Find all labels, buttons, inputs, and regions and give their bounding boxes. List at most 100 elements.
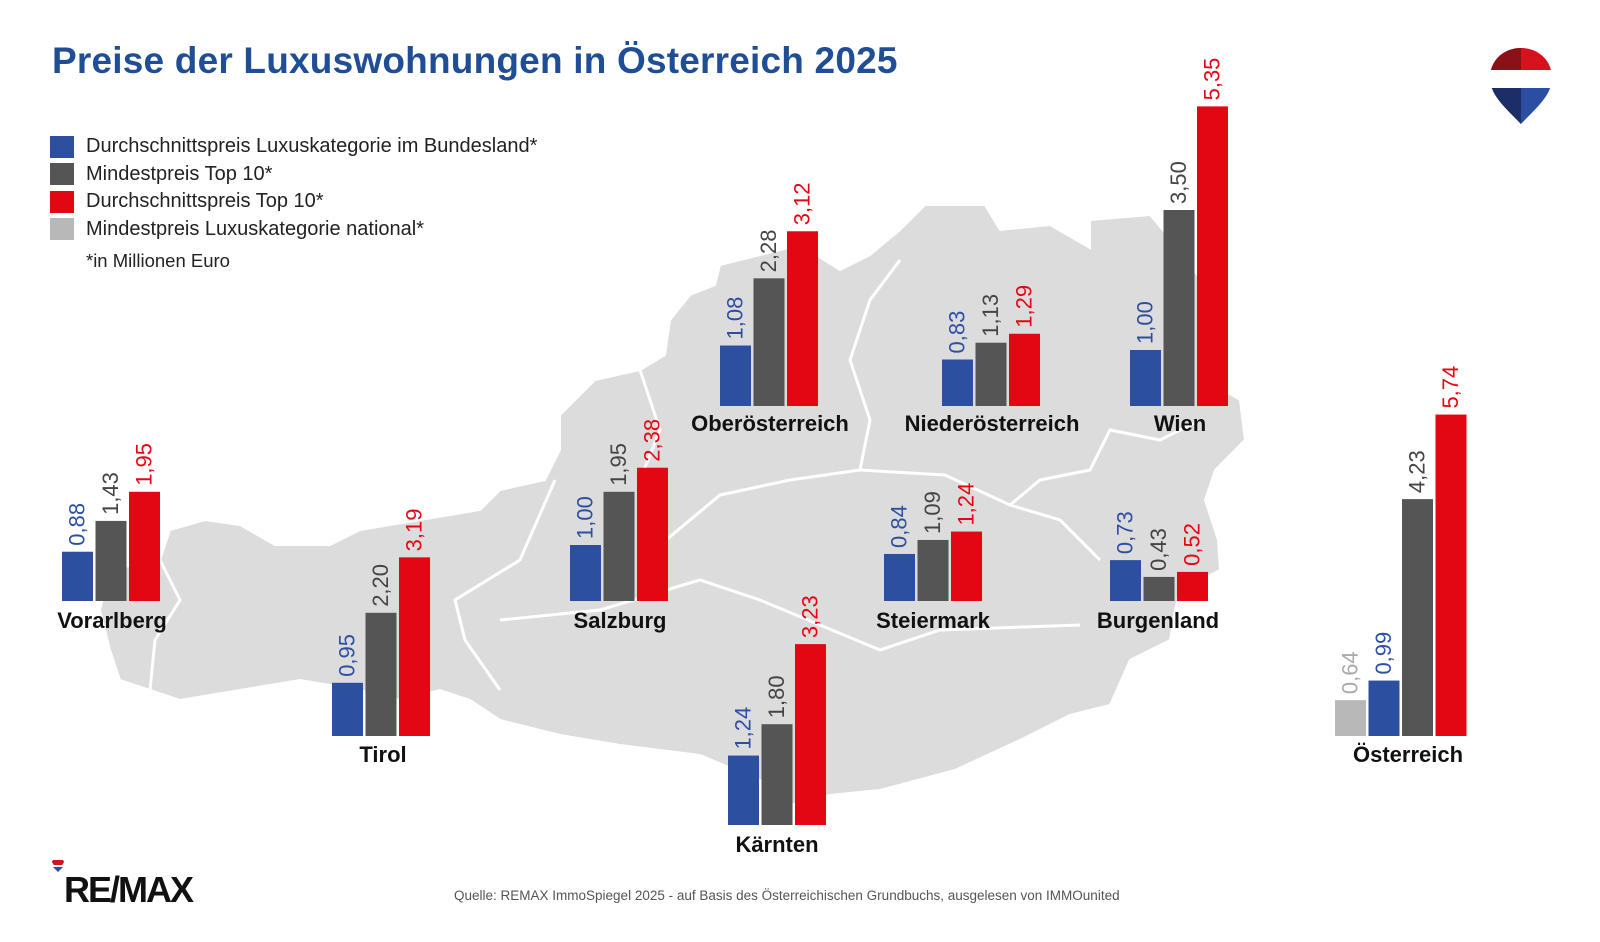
bar: [332, 682, 363, 736]
region-label: Steiermark: [876, 608, 991, 633]
bar-value-label: 2,28: [756, 229, 781, 272]
border-line: [659, 468, 1102, 562]
region-label: Wien: [1154, 411, 1206, 436]
legend-swatch: [50, 190, 74, 213]
bar-value-label: 0,64: [1338, 651, 1363, 694]
bar: [1130, 350, 1161, 406]
bar: [761, 724, 793, 825]
bar: [637, 467, 668, 601]
page-title: Preise der Luxuswohnungen in Österreich …: [52, 40, 898, 81]
bar: [942, 359, 973, 406]
bar-value-label: 1,00: [1133, 301, 1158, 344]
bar: [753, 278, 785, 406]
bar: [787, 231, 818, 406]
bar: [795, 644, 826, 825]
bar: [1143, 576, 1175, 601]
legend-label: Durchschnittspreis Top 10*: [86, 190, 324, 213]
region-label: Tirol: [359, 742, 406, 767]
region-bar-group: 0,95 2,20 3,19 Tirol: [332, 509, 430, 767]
region-label: Burgenland: [1097, 608, 1219, 633]
bar-value-label: 1,24: [954, 483, 979, 526]
bar-value-label: 1,43: [98, 472, 123, 515]
bar-value-label: 0,73: [1113, 511, 1138, 554]
bar-value-label: 1,95: [606, 443, 631, 486]
border-line: [1009, 418, 1201, 507]
bar: [1177, 571, 1208, 601]
region-bar-group: 0,83 1,13 1,29 Niederösterreich: [905, 285, 1080, 436]
source-note: Quelle: REMAX ImmoSpiegel 2025 - auf Bas…: [454, 888, 1120, 903]
legend-label: Mindestpreis Top 10*: [86, 162, 273, 185]
bar-value-label: 5,74: [1438, 366, 1463, 409]
bar: [1435, 414, 1467, 736]
bar: [884, 553, 915, 601]
region-label: Österreich: [1353, 742, 1463, 767]
bar: [1197, 106, 1228, 407]
bar-value-label: 5,35: [1200, 58, 1225, 101]
region-label: Kärnten: [735, 832, 818, 857]
bar: [975, 342, 1007, 406]
bar: [570, 545, 601, 601]
region-bar-group: 0,84 1,09 1,24 Steiermark: [876, 483, 991, 633]
legend-item: Durchschnittspreis Luxuskategorie im Bun…: [50, 133, 537, 161]
legend-item: Mindestpreis Luxuskategorie national*: [50, 216, 537, 244]
bar-value-label: 1,24: [731, 707, 756, 750]
bar: [95, 520, 127, 601]
bar-value-label: 1,29: [1012, 285, 1037, 328]
bar-value-label: 0,52: [1180, 523, 1205, 566]
unit-note: *in Millionen Euro: [86, 250, 230, 271]
border-line: [453, 479, 557, 691]
legend-label: Mindestpreis Luxuskategorie national*: [86, 217, 424, 240]
region-bar-group: 1,24 1,80 3,23 Kärnten: [728, 595, 826, 857]
remax-balloon-icon: [1488, 46, 1554, 126]
bar-value-label: 3,23: [798, 595, 823, 638]
bar-value-label: 1,09: [920, 491, 945, 534]
bar: [1335, 700, 1366, 736]
bar-value-label: 2,38: [640, 419, 665, 462]
bar-value-label: 3,19: [402, 509, 427, 552]
region-bar-group: 0,73 0,43 0,52 Burgenland: [1097, 511, 1219, 633]
bar: [1402, 499, 1433, 736]
region-bar-group: 1,00 1,95 2,38 Salzburg: [570, 419, 668, 633]
bar: [1009, 333, 1040, 406]
bar-value-label: 4,23: [1405, 450, 1430, 493]
legend: Durchschnittspreis Luxuskategorie im Bun…: [50, 133, 537, 272]
bar-value-label: 1,00: [573, 496, 598, 539]
legend-item: Durchschnittspreis Top 10*: [50, 188, 537, 216]
bar-value-label: 0,88: [65, 503, 90, 546]
bar-value-label: 1,95: [132, 443, 157, 486]
bar-value-label: 1,80: [764, 675, 789, 718]
region-label: Oberösterreich: [691, 411, 849, 436]
bar: [917, 539, 949, 601]
bar-value-label: 2,20: [368, 564, 393, 607]
bar: [1110, 560, 1141, 601]
bar: [603, 491, 635, 601]
bar: [365, 612, 397, 736]
bar-value-label: 0,84: [887, 505, 912, 548]
region-bar-group: 1,08 2,28 3,12 Oberösterreich: [691, 182, 849, 436]
remax-logo-text: RE/MAX: [64, 869, 194, 910]
bar: [951, 531, 982, 601]
region-bar-group: 1,00 3,50 5,35 Wien: [1130, 58, 1228, 436]
bar: [1163, 210, 1195, 406]
bar-value-label: 0,43: [1146, 528, 1171, 571]
bar: [129, 491, 160, 601]
legend-swatch: [50, 218, 74, 241]
region-bar-group: 0,64 0,99 4,23 5,74 Österreich: [1335, 366, 1467, 767]
bar-value-label: 1,08: [723, 297, 748, 340]
bar-value-label: 0,83: [945, 311, 970, 354]
bar-value-label: 0,95: [335, 634, 360, 677]
legend-swatch: [50, 163, 74, 186]
bar-value-label: 0,99: [1371, 632, 1396, 675]
region-label: Niederösterreich: [905, 411, 1080, 436]
bar: [62, 551, 93, 601]
bar-value-label: 1,13: [978, 294, 1003, 337]
bar-value-label: 3,50: [1166, 161, 1191, 204]
region-label: Salzburg: [574, 608, 667, 633]
remax-logo: RE/MAX: [50, 859, 200, 910]
legend-item: Mindestpreis Top 10*: [50, 161, 537, 189]
region-label: Vorarlberg: [57, 608, 167, 633]
bar: [399, 557, 430, 736]
legend-label: Durchschnittspreis Luxuskategorie im Bun…: [86, 135, 538, 158]
border-line: [848, 259, 902, 471]
